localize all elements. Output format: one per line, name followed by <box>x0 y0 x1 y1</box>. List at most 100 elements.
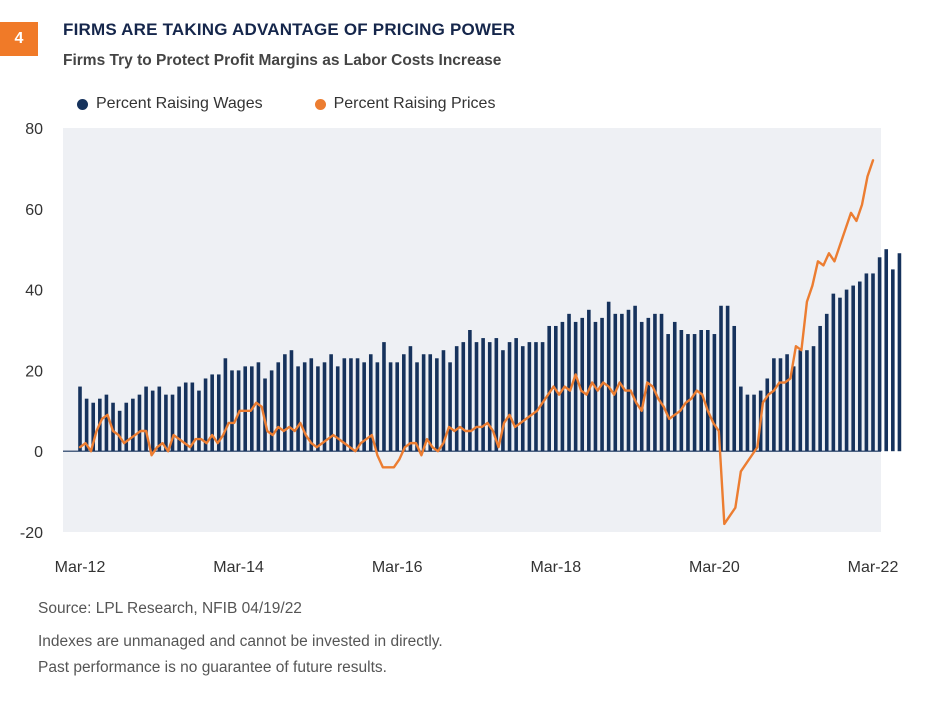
wages-bar <box>309 358 314 452</box>
wages-bar <box>712 334 717 452</box>
wages-bar <box>719 305 723 452</box>
wages-bar <box>448 362 452 452</box>
wages-bar <box>587 309 591 452</box>
wages-bar <box>824 313 829 452</box>
wages-bar <box>454 346 459 452</box>
wages-bar <box>322 362 327 452</box>
wages-bar <box>421 354 426 452</box>
wages-bar <box>626 309 631 452</box>
wages-bar <box>818 325 822 452</box>
wages-bar <box>243 366 248 452</box>
chart-subtitle: Firms Try to Protect Profit Margins as L… <box>63 52 502 69</box>
wages-bar <box>349 358 353 452</box>
wages-bar <box>197 390 201 452</box>
wages-bar <box>150 390 155 452</box>
wages-bar <box>877 257 882 452</box>
wages-bar <box>891 269 895 452</box>
wages-bar <box>104 394 109 452</box>
wages-bar <box>884 249 889 452</box>
wages-bar <box>620 313 624 452</box>
wages-bar <box>487 342 492 452</box>
wages-bar <box>170 394 175 452</box>
wages-bar <box>144 386 148 452</box>
wages-bar <box>686 334 690 452</box>
wages-bar <box>468 330 472 452</box>
y-tick-label: 20 <box>25 363 43 380</box>
wages-bar <box>831 293 836 452</box>
wages-bar <box>203 378 208 452</box>
legend-wages-marker <box>77 98 88 110</box>
wages-bar <box>798 350 803 452</box>
legend-prices-marker <box>314 98 326 110</box>
wages-bar <box>441 350 446 452</box>
wages-bar <box>78 386 82 452</box>
wages-bar <box>778 358 783 452</box>
wages-bar <box>91 402 96 452</box>
wages-bar <box>335 366 340 452</box>
wages-bar <box>739 386 743 452</box>
wages-bar <box>639 321 644 452</box>
wages-bar <box>540 342 545 452</box>
wages-bar <box>375 362 380 452</box>
x-tick-label: Mar-16 <box>372 559 423 576</box>
chart-title: FIRMS ARE TAKING ADVANTAGE OF PRICING PO… <box>63 20 516 39</box>
x-tick-label: Mar-18 <box>530 559 581 576</box>
wages-bar <box>791 366 796 452</box>
wages-bar <box>177 386 181 452</box>
source-note: Source: LPL Research, NFIB 04/19/22 <box>38 600 302 617</box>
y-tick-label: 80 <box>25 121 43 138</box>
wages-bar <box>230 370 234 452</box>
wages-bar <box>857 281 862 452</box>
wages-bar <box>765 378 770 452</box>
x-tick-label: Mar-20 <box>689 559 740 576</box>
x-tick-label: Mar-12 <box>55 559 106 576</box>
wages-bar <box>732 325 737 452</box>
wages-bar <box>547 325 551 452</box>
x-tick-label: Mar-14 <box>213 559 264 576</box>
wages-bar <box>355 358 360 452</box>
wages-bar <box>382 342 386 452</box>
wages-bar <box>164 394 168 452</box>
x-tick-label: Mar-22 <box>848 559 899 576</box>
wages-bar <box>699 330 703 452</box>
wages-bar <box>415 362 419 452</box>
wages-bar <box>395 362 399 452</box>
wages-bar <box>514 338 518 452</box>
prices-line <box>78 159 875 526</box>
wages-bar <box>567 313 571 452</box>
wages-bar <box>296 366 300 452</box>
wages-bar <box>613 313 618 452</box>
wages-bar <box>183 382 188 452</box>
wages-bar <box>494 338 499 452</box>
legend-prices-label: Percent Raising Prices <box>333 95 496 112</box>
wages-bar <box>276 362 281 452</box>
wages-bar <box>84 398 89 452</box>
wages-bar <box>157 386 162 452</box>
wages-bar <box>408 346 413 452</box>
wages-bar <box>402 354 406 452</box>
wages-bar <box>745 394 750 452</box>
wages-bar <box>137 394 142 452</box>
legend-item-wages: Percent Raising Wages <box>77 95 263 113</box>
wages-bar <box>573 321 578 452</box>
wages-bar <box>871 273 875 452</box>
wages-bar <box>316 366 320 452</box>
wages-bar <box>131 398 135 452</box>
wages-bar <box>838 297 842 452</box>
wages-bar <box>210 374 214 452</box>
wages-bar <box>216 374 221 452</box>
wages-bar <box>653 313 657 452</box>
wages-bar <box>501 350 505 452</box>
wages-bar <box>362 362 366 452</box>
y-tick-label: 0 <box>34 444 43 461</box>
wages-bar <box>289 350 294 452</box>
wages-bar <box>864 273 869 452</box>
legend-item-prices: Percent Raising Prices <box>314 95 496 113</box>
wages-bar <box>474 342 479 452</box>
wages-bar <box>633 305 637 452</box>
wages-bar <box>705 330 710 452</box>
wages-bar <box>388 362 393 452</box>
wages-bar <box>606 301 611 452</box>
wages-bar <box>725 305 730 452</box>
wages-bar <box>124 402 129 452</box>
